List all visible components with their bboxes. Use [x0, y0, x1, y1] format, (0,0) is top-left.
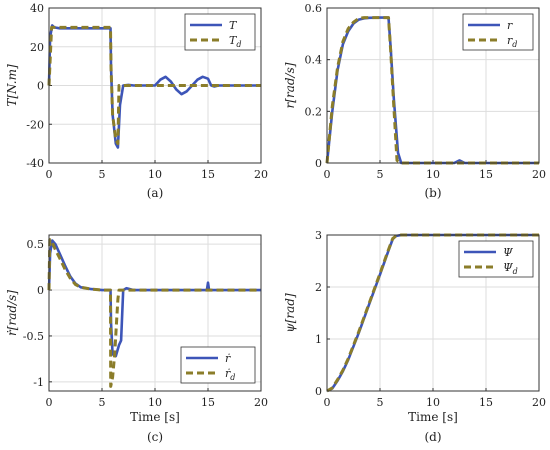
legend-box — [462, 13, 534, 51]
legend-label: Ψd — [503, 261, 518, 276]
plot-frame — [48, 234, 262, 392]
series-line-desired — [47, 238, 261, 388]
x-tick-label: 5 — [99, 396, 106, 409]
legend-label: r — [507, 19, 513, 32]
x-tick-label: 15 — [201, 168, 215, 181]
y-tick-label: 1 — [315, 333, 322, 346]
x-tick-label: 15 — [479, 168, 493, 181]
x-tick-label: 0 — [324, 168, 331, 181]
panel-caption: (d) — [424, 430, 441, 444]
x-tick-label: 10 — [148, 168, 162, 181]
legend: Ψ Ψd — [458, 240, 534, 278]
legend-label: T — [229, 19, 238, 32]
y-tick-label: -40 — [26, 157, 44, 170]
panel-c: 0 5 10 15 20 -1 -0.5 0 0.5 ṙ[rad/s] Time [s] (c) ṙ ṙd — [5, 234, 268, 444]
plot-frame — [326, 7, 540, 164]
y-tick-label: 0 — [315, 157, 322, 170]
y-tick-label: -20 — [26, 118, 44, 131]
y-tick-label: 0 — [37, 284, 44, 297]
panel-d: 0 5 10 15 20 0 1 2 3 ψ[rad] Time [s] (d) Ψ Ψd — [283, 229, 546, 444]
y-tick-label: 0.4 — [305, 54, 323, 67]
y-tick-label: 0.5 — [27, 238, 45, 251]
series-line-actual — [47, 24, 261, 149]
y-tick-label: 0.6 — [305, 2, 323, 15]
y-tick-label: 0 — [37, 80, 44, 93]
y-tick-label: -1 — [33, 376, 44, 389]
legend-label: Ψ — [503, 246, 513, 259]
x-tick-label: 10 — [148, 396, 162, 409]
y-tick-label: 0.2 — [305, 105, 323, 118]
panel-caption: (a) — [147, 186, 164, 200]
x-tick-label: 5 — [377, 396, 384, 409]
panel-caption: (b) — [424, 186, 441, 200]
legend-box — [184, 13, 256, 51]
plot-frame — [326, 234, 540, 392]
x-tick-label: 20 — [532, 168, 546, 181]
y-tick-label: 3 — [315, 229, 322, 242]
x-tick-label: 20 — [254, 396, 268, 409]
panel-a: 0 5 10 15 20 -40 -20 0 20 40 T[N.m] (a) T Td — [5, 2, 268, 200]
legend-label: Td — [229, 34, 241, 49]
legend-label: ṙd — [225, 367, 235, 382]
y-tick-label: 0 — [315, 385, 322, 398]
y-tick-label: 20 — [30, 41, 44, 54]
legend-box — [180, 346, 256, 384]
x-axis-label: Time [s] — [130, 410, 180, 424]
legend-box — [458, 240, 534, 278]
y-axis-label: ṙ[rad/s] — [5, 290, 19, 336]
x-axis-label: Time [s] — [408, 410, 458, 424]
x-tick-label: 15 — [201, 396, 215, 409]
y-axis-label: ψ[rad] — [283, 293, 297, 333]
x-tick-label: 20 — [254, 168, 268, 181]
panel-b: 0 5 10 15 20 0 0.2 0.4 0.6 r[rad/s] (b) r rd — [283, 2, 546, 200]
legend-label: ṙ — [225, 352, 231, 365]
x-tick-label: 10 — [426, 396, 440, 409]
y-tick-label: 2 — [315, 281, 322, 294]
x-tick-label: 10 — [426, 168, 440, 181]
plot-frame — [48, 7, 262, 164]
y-tick-label: -0.5 — [23, 330, 44, 343]
x-tick-label: 0 — [46, 168, 53, 181]
y-axis-label: r[rad/s] — [283, 62, 297, 108]
x-tick-label: 0 — [324, 396, 331, 409]
x-tick-label: 5 — [99, 168, 106, 181]
legend: ṙ ṙd — [180, 346, 256, 384]
legend: r rd — [462, 13, 534, 51]
x-tick-label: 15 — [479, 396, 493, 409]
y-tick-label: 40 — [30, 2, 44, 15]
panel-caption: (c) — [147, 430, 163, 444]
x-tick-label: 0 — [46, 396, 53, 409]
x-tick-label: 5 — [377, 168, 384, 181]
legend: T Td — [184, 13, 256, 51]
x-tick-label: 20 — [532, 396, 546, 409]
series-line-desired — [47, 25, 261, 146]
legend-label: rd — [507, 34, 517, 49]
y-axis-label: T[N.m] — [5, 64, 19, 107]
